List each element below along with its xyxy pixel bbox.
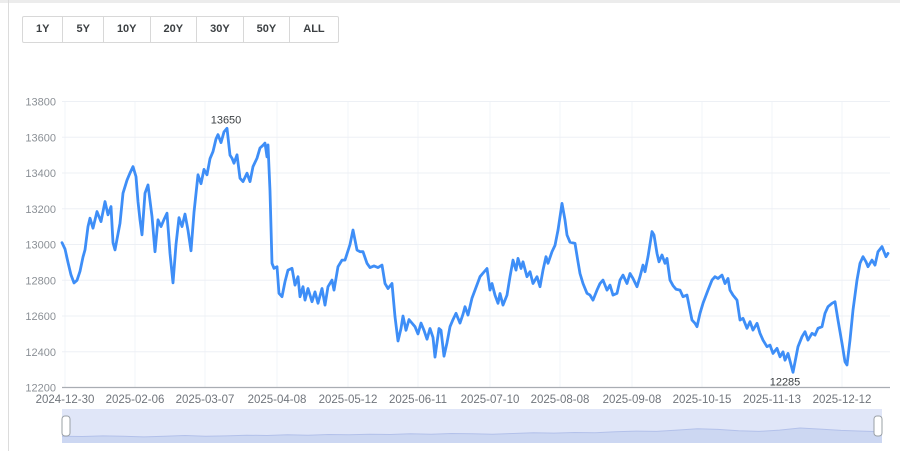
range-button-50y[interactable]: 50Y [242,16,291,43]
range-button-10y[interactable]: 10Y [102,16,151,43]
x-axis-tick-label: 2025-06-11 [389,394,447,406]
range-button-all[interactable]: ALL [289,16,339,43]
range-slider-right-handle[interactable] [873,415,883,437]
navigator-preview-line [61,427,883,438]
x-axis-tick-label: 2025-08-08 [531,394,590,406]
range-button-30y[interactable]: 30Y [196,16,244,43]
y-axis-tick-label: 13800 [25,97,56,109]
window-left-border [8,0,9,451]
window-top-border [0,0,900,3]
x-axis-tick-label: 2025-09-08 [603,394,662,406]
y-axis-tick-label: 12600 [25,311,56,323]
range-button-5y[interactable]: 5Y [62,16,104,43]
x-axis-tick-label: 2025-10-15 [673,394,732,406]
range-slider-left-handle[interactable] [61,415,71,437]
x-axis-tick-label: 2025-12-12 [813,394,872,406]
x-axis-tick-label: 2025-02-06 [106,394,165,406]
x-axis-tick-label: 2024-12-30 [36,394,95,406]
max-value-label: 13650 [211,114,242,126]
y-axis-tick-label: 12400 [25,347,56,359]
x-axis-tick-label: 2025-07-10 [461,394,520,406]
x-axis-tick-label: 2025-11-13 [743,394,801,406]
min-value-label: 12285 [770,376,801,388]
time-range-button-group: 1Y 5Y 10Y 20Y 30Y 50Y ALL [22,16,339,43]
range-button-1y[interactable]: 1Y [22,16,64,43]
y-axis-tick-label: 13600 [25,132,56,144]
x-axis-tick-label: 2025-04-08 [248,394,307,406]
y-axis-tick-label: 13000 [25,240,56,252]
y-axis-tick-label: 12200 [25,383,56,395]
x-axis-tick-label: 2025-03-07 [176,394,235,406]
y-axis-tick-label: 13200 [25,204,56,216]
y-axis-tick-label: 12800 [25,275,56,287]
price-line-series [60,126,890,374]
y-axis-tick-label: 13400 [25,168,56,180]
range-button-20y[interactable]: 20Y [149,16,198,43]
x-axis-tick-label: 2025-05-12 [319,394,378,406]
navigator-preview-area [62,428,882,443]
